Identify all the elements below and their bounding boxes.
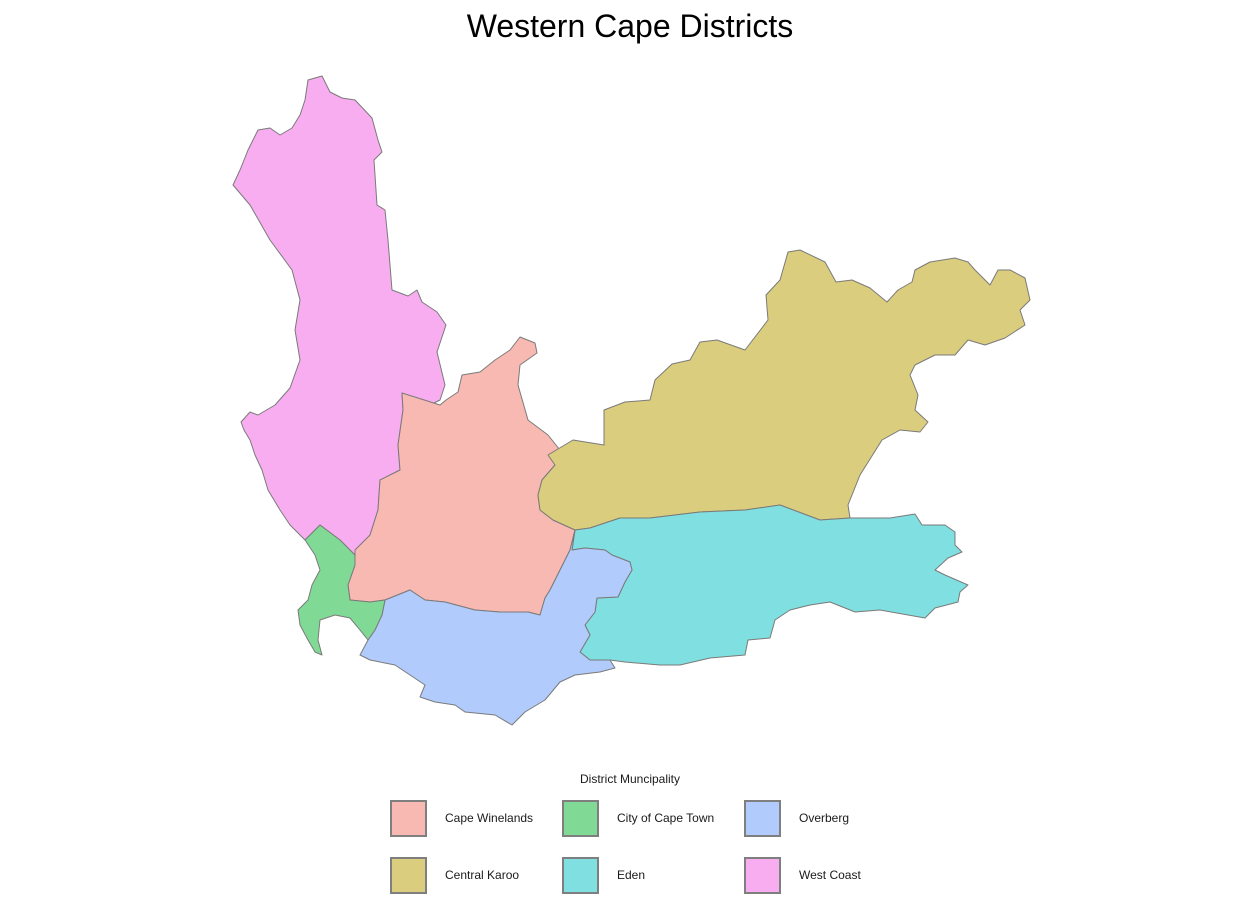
legend-label: Central Karoo: [445, 868, 520, 882]
legend-item-cape-winelands[interactable]: Cape Winelands: [390, 800, 560, 840]
legend: District Muncipality Cape Winelands City…: [0, 770, 1260, 900]
region-central-karoo[interactable]: Central Karoo: [537, 249, 1031, 531]
region-city-of-cape-town[interactable]: City of Cape Town: [297, 524, 386, 656]
legend-item-overberg[interactable]: Overberg: [744, 800, 914, 840]
legend-swatch: [390, 857, 427, 894]
legend-label: West Coast: [799, 868, 861, 882]
legend-swatch: [744, 857, 781, 894]
legend-item-central-karoo[interactable]: Central Karoo: [390, 857, 560, 897]
legend-swatch: [390, 800, 427, 837]
region-eden[interactable]: Eden: [571, 504, 969, 666]
map-title: Western Cape Districts: [466, 8, 794, 44]
legend-swatch: [744, 800, 781, 837]
legend-label: Eden: [617, 868, 646, 882]
legend-label: Cape Winelands: [445, 811, 534, 825]
legend-swatch: [562, 857, 599, 894]
legend-item-city-of-cape-town[interactable]: City of Cape Town: [562, 800, 732, 840]
district-map: West Coast Cape Winelands Central Karoo …: [232, 75, 1031, 726]
legend-item-eden[interactable]: Eden: [562, 857, 732, 897]
legend-swatch: [562, 800, 599, 837]
legend-item-west-coast[interactable]: West Coast: [744, 857, 914, 897]
region-overberg[interactable]: Overberg: [359, 529, 633, 726]
legend-label: City of Cape Town: [617, 811, 715, 825]
legend-title: District Muncipality: [579, 772, 681, 786]
legend-label: Overberg: [799, 811, 850, 825]
